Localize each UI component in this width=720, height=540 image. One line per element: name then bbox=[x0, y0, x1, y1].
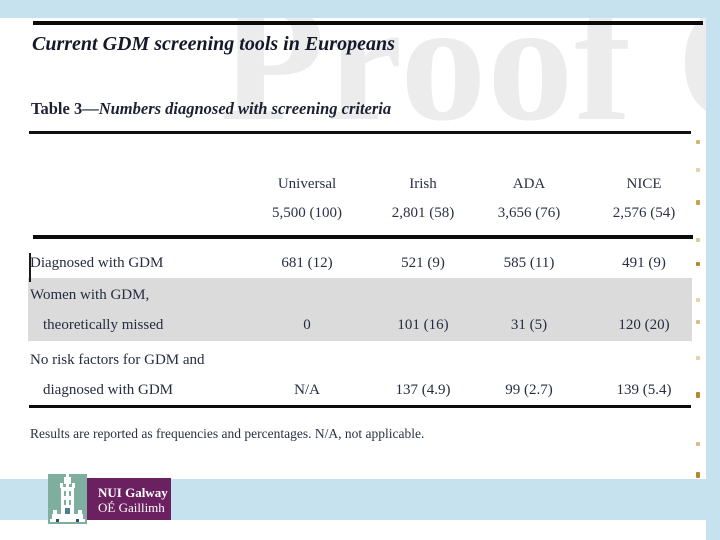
header-stub-cell bbox=[30, 160, 247, 228]
column-name: Universal bbox=[277, 176, 337, 192]
logo-name-en: NUI Galway bbox=[98, 485, 168, 500]
logo-name-ga: OÉ Gaillimh bbox=[98, 500, 165, 515]
logo-tower-icon bbox=[48, 474, 87, 524]
table-caption-title: Numbers diagnosed with screening criteri… bbox=[98, 99, 392, 118]
row-label-line1: Women with GDM, bbox=[30, 287, 150, 303]
table-caption-prefix: Table 3— bbox=[31, 99, 99, 118]
table-caption: Table 3—Numbers diagnosed with screening… bbox=[31, 99, 391, 119]
column-n: 5,500 (100) bbox=[272, 205, 342, 221]
caption-rule bbox=[29, 131, 691, 134]
row-shade-band bbox=[28, 278, 692, 341]
row-label: Diagnosed with GDM bbox=[30, 255, 164, 271]
header-rule bbox=[33, 235, 693, 239]
table-header-row: Universal 5,500 (100) Irish 2,801 (58) A… bbox=[30, 160, 709, 228]
cell-value: N/A bbox=[294, 382, 320, 398]
column-n: 2,576 (54) bbox=[612, 205, 676, 221]
column-n: 2,801 (58) bbox=[391, 205, 455, 221]
column-header-irish: Irish 2,801 (58) bbox=[367, 160, 479, 228]
column-name: Irish bbox=[409, 176, 437, 192]
cell-value: 491 (9) bbox=[622, 255, 666, 271]
table-row-no-risk-factors: No risk factors for GDM and diagnosed wi… bbox=[30, 345, 709, 405]
table-row-missed: Women with GDM, theoretically missed 0 1… bbox=[30, 280, 709, 340]
cell-value: 139 (5.4) bbox=[616, 382, 672, 398]
column-name: NICE bbox=[626, 176, 662, 192]
column-name: ADA bbox=[512, 176, 546, 192]
top-accent-bar bbox=[0, 0, 720, 18]
cell-value: 31 (5) bbox=[510, 317, 548, 333]
column-n: 3,656 (76) bbox=[497, 205, 561, 221]
cell-value: 681 (12) bbox=[281, 255, 333, 271]
column-header-nice: NICE 2,576 (54) bbox=[579, 160, 709, 228]
table-footnote: Results are reported as frequencies and … bbox=[30, 426, 425, 441]
row-label: No risk factors for GDM and diagnosed wi… bbox=[30, 345, 247, 405]
cell-value: 99 (2.7) bbox=[505, 382, 553, 398]
nui-galway-logo: NUI Galway OÉ Gaillimh bbox=[87, 478, 171, 520]
cell-value: 120 (20) bbox=[618, 317, 670, 333]
cell-value: 0 bbox=[303, 317, 311, 333]
right-accent-bar bbox=[706, 0, 720, 540]
cell-value: 585 (11) bbox=[503, 255, 555, 271]
column-header-universal: Universal 5,500 (100) bbox=[247, 160, 367, 228]
title-top-rule bbox=[33, 21, 703, 25]
row-label: Women with GDM, theoretically missed bbox=[30, 280, 247, 340]
row-label-line2: diagnosed with GDM bbox=[43, 382, 173, 398]
cell-value: 521 (9) bbox=[401, 255, 445, 271]
column-header-ada: ADA 3,656 (76) bbox=[479, 160, 579, 228]
cell-value: 101 (16) bbox=[397, 317, 449, 333]
text-cursor-mark bbox=[29, 253, 31, 282]
slide-title: Current GDM screening tools in Europeans bbox=[32, 33, 395, 55]
cell-value: 137 (4.9) bbox=[395, 382, 451, 398]
row-label-line1: No risk factors for GDM and bbox=[30, 352, 205, 368]
table-bottom-rule bbox=[29, 405, 691, 408]
row-label-line2: theoretically missed bbox=[43, 317, 164, 333]
table-row-diagnosed: Diagnosed with GDM 681 (12) 521 (9) 585 … bbox=[30, 250, 709, 276]
proof-watermark: Proof Only bbox=[220, 0, 720, 157]
